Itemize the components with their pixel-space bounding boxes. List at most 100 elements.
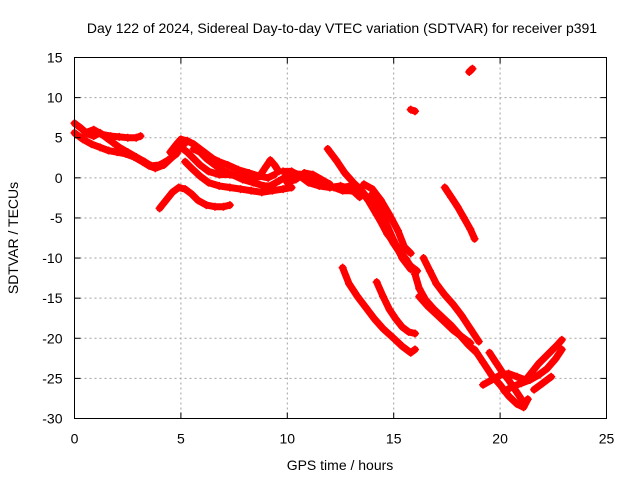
data-point <box>81 128 90 137</box>
data-point <box>368 189 377 198</box>
data-series-s20 <box>415 292 475 348</box>
data-point <box>79 135 88 144</box>
data-point <box>519 403 528 412</box>
data-point <box>151 164 160 173</box>
data-point <box>183 136 192 145</box>
x-tick-label: 20 <box>492 431 508 447</box>
data-point <box>225 201 234 210</box>
x-axis-label: GPS time / hours <box>287 457 394 473</box>
data-point <box>168 188 177 197</box>
data-point <box>468 64 477 73</box>
data-point <box>540 353 549 362</box>
data-point <box>415 284 424 293</box>
data-point <box>364 196 373 205</box>
data-point <box>557 335 566 344</box>
data-point <box>498 367 507 376</box>
data-point <box>466 324 475 333</box>
data-series-s25 <box>500 345 566 396</box>
data-series-s8 <box>155 183 234 213</box>
data-point <box>513 372 522 381</box>
data-point <box>262 162 271 171</box>
data-point <box>355 185 364 194</box>
series-trail <box>486 349 525 403</box>
data-point <box>215 181 224 190</box>
data-point <box>457 332 466 341</box>
data-point <box>227 170 236 179</box>
data-point <box>453 202 462 211</box>
data-point <box>264 173 273 182</box>
data-point <box>315 181 324 190</box>
data-point <box>304 178 313 187</box>
data-point <box>187 164 196 173</box>
data-point <box>534 359 543 368</box>
data-point <box>400 242 409 251</box>
data-point <box>238 175 247 184</box>
data-point <box>379 324 388 333</box>
data-point <box>291 175 300 184</box>
data-point <box>423 302 432 311</box>
data-point <box>155 204 164 213</box>
data-point <box>279 167 288 176</box>
tick-layer: 0 5 10 15 20 25 15 10 5 0 -5 -10 -15 -20 -25 -30 <box>42 50 614 447</box>
data-point <box>257 188 266 197</box>
data-point <box>181 185 190 194</box>
data-point <box>410 345 419 354</box>
data-point <box>172 140 181 149</box>
data-point <box>466 225 475 234</box>
grid-layer <box>74 57 607 419</box>
data-point <box>432 310 441 319</box>
data-point <box>410 270 419 279</box>
series-trail <box>190 145 276 190</box>
x-tick-label: 0 <box>71 431 79 447</box>
data-point <box>479 358 488 367</box>
data-point <box>517 379 526 388</box>
y-tick-label: -25 <box>42 370 62 386</box>
data-point <box>283 178 292 187</box>
data-point <box>525 375 534 384</box>
data-point <box>255 172 264 181</box>
data-series-s23 <box>479 335 566 389</box>
data-layer <box>70 64 566 412</box>
data-point <box>504 375 513 384</box>
data-point <box>449 300 458 309</box>
data-point <box>187 189 196 198</box>
data-point <box>176 135 185 144</box>
y-tick-label: -15 <box>42 290 62 306</box>
data-point <box>449 326 458 335</box>
data-point <box>279 185 288 194</box>
data-point <box>459 213 468 222</box>
data-point <box>270 160 279 169</box>
y-axis-label: SDTVAR / TECUs <box>5 182 21 294</box>
series-trail <box>156 184 234 212</box>
data-point <box>181 157 190 166</box>
data-point <box>398 323 407 332</box>
data-point <box>123 133 132 142</box>
data-point <box>89 125 98 134</box>
data-point <box>470 345 479 354</box>
plot-frame <box>74 57 607 419</box>
data-point <box>204 178 213 187</box>
data-point <box>381 217 390 226</box>
data-point <box>106 132 115 141</box>
data-point <box>249 178 258 187</box>
data-point <box>389 334 398 343</box>
data-point <box>551 355 560 364</box>
data-point <box>113 148 122 157</box>
data-point <box>196 160 205 169</box>
y-tick-label: 5 <box>55 130 63 146</box>
data-point <box>270 170 279 179</box>
data-point <box>210 202 219 211</box>
data-point <box>359 180 368 189</box>
data-point <box>406 249 415 258</box>
data-point <box>406 105 415 114</box>
data-point <box>553 340 562 349</box>
data-series-s21 <box>440 183 479 243</box>
data-point <box>389 236 398 245</box>
data-point <box>347 181 356 190</box>
data-point <box>547 372 556 381</box>
data-point <box>385 305 394 314</box>
data-point <box>538 379 547 388</box>
data-point <box>308 170 317 179</box>
data-point <box>96 143 105 152</box>
